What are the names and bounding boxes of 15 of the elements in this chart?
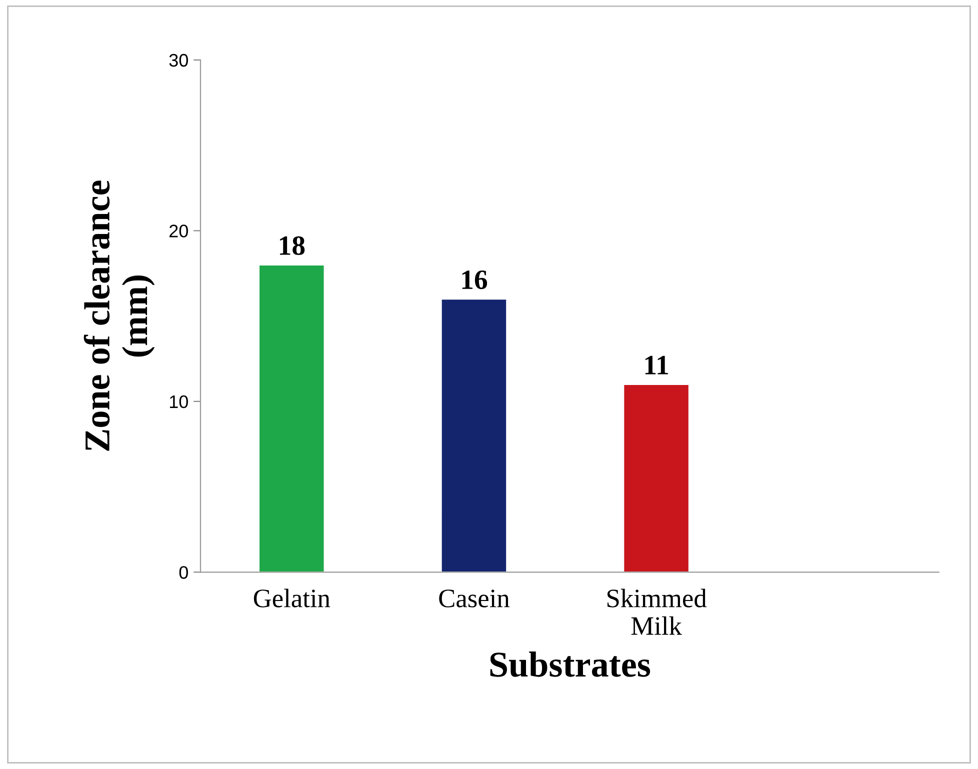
x-tick-label: Gelatin: [254, 588, 330, 608]
data-label: 11: [645, 356, 668, 374]
bar: [622, 384, 690, 572]
y-tick-label: 0: [179, 566, 188, 579]
data-label: 16: [462, 270, 488, 290]
x-tick-label: Casein: [439, 590, 510, 608]
x-axis-title: Substrates: [490, 651, 650, 677]
bar: [258, 264, 326, 572]
y-tick-label: 10: [170, 395, 188, 408]
y-axis-title: Zone of clearance (mm): [84, 180, 155, 451]
x-tick-label: Skimmed Milk: [607, 588, 707, 635]
bar: [440, 298, 508, 572]
data-label: 18: [280, 236, 305, 256]
y-tick-label: 20: [170, 224, 188, 238]
y-tick-label: 30: [169, 54, 188, 67]
